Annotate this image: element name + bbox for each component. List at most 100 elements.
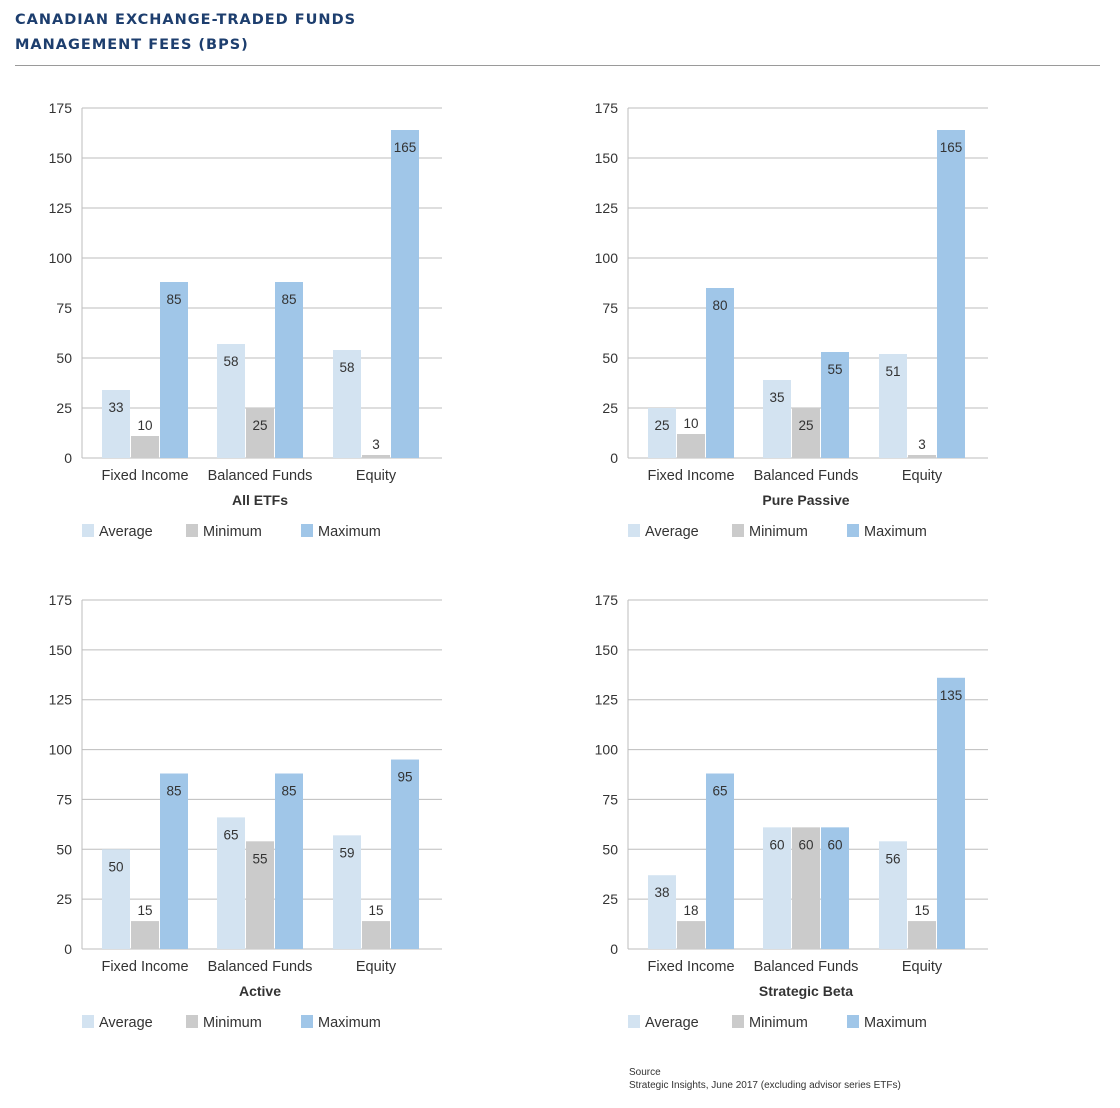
- data-label: 165: [940, 140, 963, 155]
- bar-minimum: [677, 434, 705, 458]
- x-tick-label: Balanced Funds: [754, 468, 859, 484]
- bar-minimum: [792, 827, 820, 949]
- data-label: 56: [885, 851, 900, 866]
- bar-average: [333, 835, 361, 949]
- x-tick-label: Fixed Income: [647, 468, 734, 484]
- legend-swatch-maximum: [847, 524, 859, 537]
- y-tick-label: 25: [602, 400, 618, 416]
- x-tick-label: Equity: [902, 468, 943, 484]
- bar-average: [102, 849, 130, 949]
- bar-maximum: [275, 773, 303, 949]
- bar-average: [333, 350, 361, 458]
- data-label: 25: [654, 418, 669, 433]
- y-tick-label: 0: [64, 450, 72, 466]
- chart-title: Strategic Beta: [759, 983, 853, 999]
- title-divider: [15, 65, 1100, 66]
- data-label: 85: [281, 292, 296, 307]
- legend-label: Average: [645, 524, 699, 540]
- y-tick-label: 150: [49, 642, 73, 658]
- y-tick-label: 0: [610, 450, 618, 466]
- bar-maximum: [391, 130, 419, 458]
- legend-swatch-minimum: [732, 1015, 744, 1028]
- y-tick-label: 150: [49, 150, 73, 166]
- data-label: 35: [769, 390, 784, 405]
- legend-label: Average: [645, 1015, 699, 1031]
- bar-maximum: [275, 282, 303, 458]
- page-title-line-1: CANADIAN EXCHANGE-TRADED FUNDS: [15, 12, 357, 28]
- chart-title: Pure Passive: [762, 492, 849, 508]
- y-tick-label: 100: [595, 250, 619, 266]
- data-label: 3: [372, 437, 380, 452]
- bar-minimum: [246, 841, 274, 949]
- y-tick-label: 75: [602, 791, 618, 807]
- source-label: Source: [629, 1067, 661, 1078]
- y-tick-label: 150: [595, 150, 619, 166]
- x-tick-label: Equity: [902, 959, 943, 975]
- data-label: 3: [918, 437, 926, 452]
- data-label: 38: [654, 885, 669, 900]
- y-tick-label: 75: [56, 791, 72, 807]
- data-label: 25: [798, 418, 813, 433]
- bar-average: [217, 344, 245, 458]
- bar-average: [217, 817, 245, 949]
- y-tick-label: 50: [56, 350, 72, 366]
- y-tick-label: 0: [64, 941, 72, 957]
- x-tick-label: Equity: [356, 959, 397, 975]
- y-tick-label: 125: [595, 200, 619, 216]
- bar-minimum: [131, 921, 159, 949]
- bar-minimum: [677, 921, 705, 949]
- legend-swatch-average: [628, 1015, 640, 1028]
- data-label: 59: [339, 845, 354, 860]
- page-title-block: CANADIAN EXCHANGE-TRADED FUNDS MANAGEMEN…: [15, 8, 356, 58]
- bar-minimum: [908, 455, 936, 458]
- x-tick-label: Balanced Funds: [208, 959, 313, 975]
- data-label: 165: [394, 140, 417, 155]
- legend-label: Maximum: [318, 1015, 381, 1031]
- data-label: 135: [940, 688, 963, 703]
- y-tick-label: 50: [602, 350, 618, 366]
- data-label: 85: [166, 784, 181, 799]
- legend-label: Minimum: [749, 1015, 808, 1031]
- legend-swatch-minimum: [732, 524, 744, 537]
- bar-minimum: [246, 408, 274, 458]
- bar-average: [648, 408, 676, 458]
- legend-label: Average: [99, 524, 153, 540]
- data-label: 65: [223, 827, 238, 842]
- legend-swatch-minimum: [186, 524, 198, 537]
- x-tick-label: Fixed Income: [647, 959, 734, 975]
- legend-swatch-maximum: [301, 1015, 313, 1028]
- y-tick-label: 0: [610, 941, 618, 957]
- data-label: 25: [252, 418, 267, 433]
- y-tick-label: 25: [56, 400, 72, 416]
- legend-swatch-minimum: [186, 1015, 198, 1028]
- data-label: 10: [683, 416, 698, 431]
- y-tick-label: 175: [49, 592, 73, 608]
- y-tick-label: 175: [595, 592, 619, 608]
- data-label: 50: [108, 859, 123, 874]
- y-tick-label: 75: [56, 300, 72, 316]
- data-label: 15: [368, 903, 383, 918]
- legend-swatch-average: [82, 1015, 94, 1028]
- bar-average: [763, 827, 791, 949]
- data-label: 60: [827, 837, 842, 852]
- y-tick-label: 100: [49, 742, 73, 758]
- chart-title: Active: [239, 983, 281, 999]
- data-label: 15: [137, 903, 152, 918]
- y-tick-label: 50: [602, 841, 618, 857]
- bar-maximum: [937, 130, 965, 458]
- data-label: 95: [397, 770, 412, 785]
- data-label: 80: [712, 298, 727, 313]
- legend-label: Average: [99, 1015, 153, 1031]
- data-label: 51: [885, 364, 900, 379]
- data-label: 60: [798, 837, 813, 852]
- bar-average: [763, 380, 791, 458]
- y-tick-label: 75: [602, 300, 618, 316]
- page-title-line-2: MANAGEMENT FEES (BPS): [15, 37, 249, 53]
- bar-maximum: [160, 282, 188, 458]
- x-tick-label: Fixed Income: [101, 468, 188, 484]
- data-label: 60: [769, 837, 784, 852]
- bar-maximum: [937, 677, 965, 949]
- bar-maximum: [706, 773, 734, 949]
- bar-minimum: [908, 921, 936, 949]
- legend-label: Minimum: [203, 1015, 262, 1031]
